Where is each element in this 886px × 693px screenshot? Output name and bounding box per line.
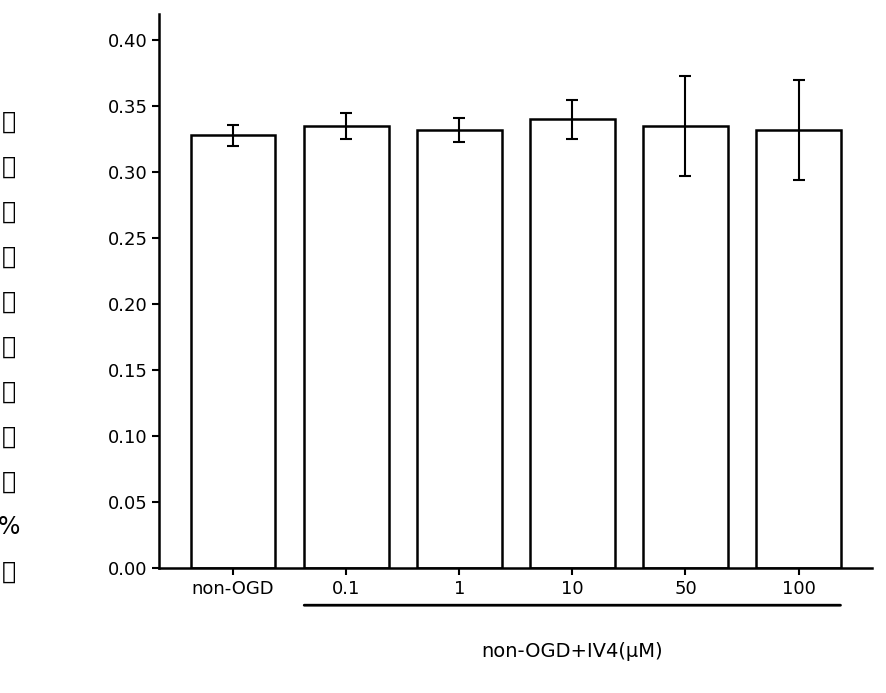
Text: 酸: 酸 xyxy=(2,155,16,178)
Bar xyxy=(643,126,728,568)
Text: %: % xyxy=(0,515,20,538)
Text: 脱: 脱 xyxy=(2,200,16,223)
Text: 氢: 氢 xyxy=(2,245,16,268)
Bar xyxy=(304,126,389,568)
Bar xyxy=(416,130,501,568)
Text: 酶: 酶 xyxy=(2,290,16,313)
Text: （: （ xyxy=(2,470,16,493)
Text: 乳: 乳 xyxy=(2,109,16,133)
Text: 出: 出 xyxy=(2,380,16,403)
Text: non-OGD+IV4(μM): non-OGD+IV4(μM) xyxy=(482,642,663,661)
Text: ）: ） xyxy=(2,560,16,584)
Bar xyxy=(190,135,276,568)
Text: 率: 率 xyxy=(2,425,16,448)
Bar xyxy=(756,130,841,568)
Bar xyxy=(530,119,615,568)
Text: 漏: 漏 xyxy=(2,335,16,358)
